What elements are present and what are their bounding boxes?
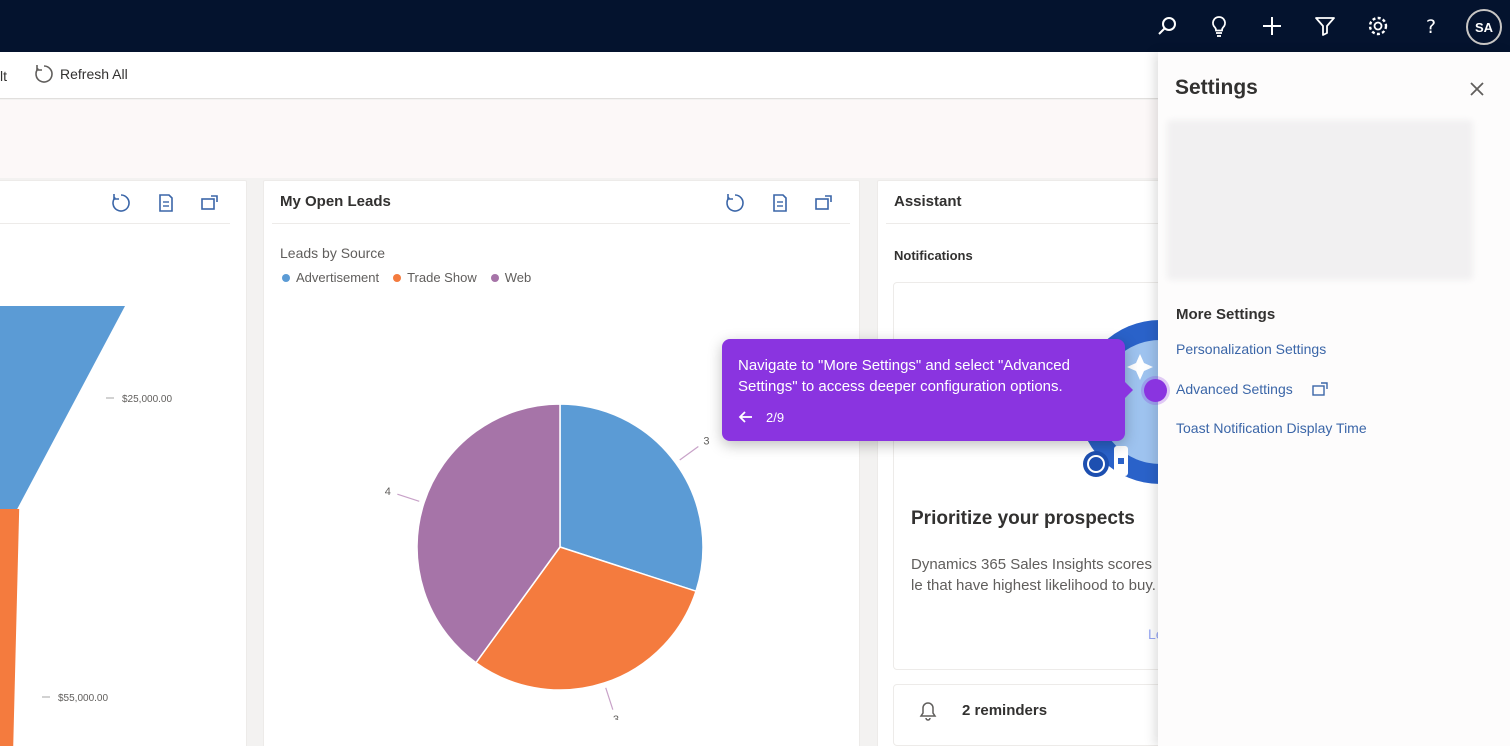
lightbulb-icon[interactable] (1207, 14, 1231, 38)
legend-swatch (282, 273, 290, 282)
expand-icon[interactable] (814, 193, 834, 213)
svg-text:?: ? (1426, 16, 1436, 37)
avatar[interactable]: SA (1466, 9, 1502, 45)
reminders-card[interactable] (893, 684, 1183, 746)
leader-line (397, 493, 420, 502)
legend-label: Trade Show (407, 270, 477, 285)
card-divider (0, 223, 230, 224)
card-title: Assistant (894, 193, 962, 210)
data-label: 4 (385, 486, 391, 498)
more-settings-heading: More Settings (1176, 306, 1276, 323)
legend-item[interactable]: Web (490, 270, 532, 285)
insight-description: Dynamics 365 Sales Insights scores le th… (911, 556, 1156, 594)
hotspot-marker[interactable] (1144, 379, 1167, 402)
plus-icon[interactable] (1260, 14, 1284, 38)
back-arrow-icon[interactable] (738, 409, 754, 425)
chart-legend: Advertisement Trade Show Web (282, 270, 531, 285)
data-label: 3 (613, 714, 619, 720)
legend-item[interactable]: Advertisement (282, 270, 379, 285)
data-label: $25,000.00 (122, 394, 172, 405)
personalization-settings-link[interactable]: Personalization Settings (1176, 341, 1327, 357)
refresh-icon (35, 65, 53, 83)
pie-slice-trade-show[interactable] (474, 546, 697, 691)
funnel-segment[interactable] (0, 306, 125, 509)
step-counter: 2/9 (766, 410, 785, 425)
guide-tooltip: Navigate to "More Settings" and select "… (722, 339, 1133, 441)
legend-label: Advertisement (296, 270, 380, 285)
refresh-icon[interactable] (725, 193, 745, 213)
pie-chart: 3 3 4 (385, 403, 709, 720)
data-label: $55,000.00 (58, 693, 108, 704)
dashboard-header-band (0, 100, 1160, 178)
avatar-initials: SA (1474, 19, 1494, 35)
insight-title: Prioritize your prospects (911, 508, 1135, 529)
data-label: 3 (703, 436, 709, 448)
advanced-settings-link[interactable]: Advanced Settings (1176, 381, 1293, 397)
legend-label: Web (504, 270, 532, 285)
chart-title: Leads by Source (280, 245, 386, 261)
view-records-icon[interactable] (156, 193, 176, 213)
refresh-all-button[interactable]: Refresh All (34, 64, 128, 84)
pie-slice-web[interactable] (416, 403, 561, 664)
legend-item[interactable]: Trade Show (393, 270, 477, 285)
top-navigation-bar (0, 0, 1510, 52)
card-divider (272, 223, 850, 224)
notifications-label: Notifications (894, 248, 973, 263)
leader-line (605, 687, 614, 710)
card-title: My Open Leads (280, 193, 391, 210)
command-bar: lt Refresh All (0, 52, 1160, 99)
reminders-count: 2 reminders (962, 702, 1048, 719)
tooltip-text: Navigate to "More Settings" and select "… (738, 357, 1070, 395)
card-divider (886, 223, 1166, 224)
leader-line (679, 446, 699, 461)
refresh-icon[interactable] (111, 193, 131, 213)
help-icon[interactable]: ? (1419, 14, 1443, 38)
close-icon[interactable] (1466, 78, 1488, 100)
gear-icon[interactable] (1366, 14, 1390, 38)
funnel-segment[interactable] (0, 509, 20, 746)
bell-icon (919, 702, 937, 721)
toast-notification-display-time-link[interactable]: Toast Notification Display Time (1176, 420, 1367, 436)
external-link-icon (1312, 382, 1328, 396)
legend-swatch (393, 273, 402, 282)
filter-icon[interactable] (1313, 14, 1337, 38)
pie-slice-advertisement[interactable] (559, 403, 704, 593)
legend-swatch (490, 273, 499, 282)
search-icon[interactable] (1155, 14, 1179, 38)
view-records-icon[interactable] (770, 193, 790, 213)
command-cut-label[interactable]: lt (0, 68, 7, 84)
expand-icon[interactable] (200, 193, 220, 213)
funnel-chart: $25,000.00 $55,000.00 (0, 306, 172, 746)
refresh-all-label: Refresh All (60, 66, 128, 82)
settings-placeholder-block (1167, 120, 1473, 280)
settings-title: Settings (1175, 76, 1258, 99)
